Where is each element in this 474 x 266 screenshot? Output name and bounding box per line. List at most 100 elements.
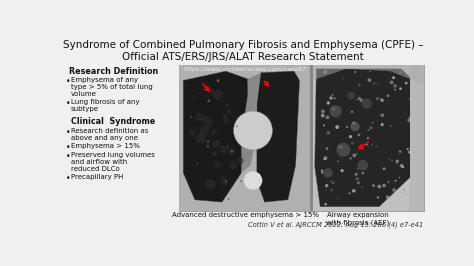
Circle shape [417, 104, 419, 106]
Circle shape [392, 76, 395, 79]
Circle shape [213, 151, 217, 155]
Circle shape [376, 97, 379, 100]
Text: •: • [66, 77, 71, 86]
Text: Syndrome of Combined Pulmonary Fibrosis and Emphysema (CPFE) –: Syndrome of Combined Pulmonary Fibrosis … [63, 40, 423, 50]
Circle shape [240, 180, 242, 182]
Circle shape [231, 150, 233, 152]
Circle shape [323, 70, 327, 74]
Circle shape [390, 125, 392, 127]
Circle shape [381, 123, 384, 126]
Circle shape [417, 104, 419, 107]
Circle shape [390, 81, 393, 84]
Circle shape [354, 71, 356, 73]
Text: Research definition as
above and any one: Research definition as above and any one [71, 128, 148, 141]
Circle shape [343, 78, 344, 79]
Bar [179, 65, 310, 211]
Circle shape [353, 155, 355, 156]
Circle shape [387, 181, 390, 184]
Circle shape [389, 159, 390, 160]
Circle shape [222, 146, 223, 147]
Circle shape [409, 117, 411, 119]
Circle shape [207, 99, 210, 102]
Circle shape [327, 101, 330, 105]
Circle shape [329, 96, 333, 100]
Circle shape [337, 198, 338, 199]
Circle shape [377, 185, 381, 188]
Bar [179, 65, 423, 211]
Circle shape [407, 119, 411, 122]
Circle shape [225, 180, 227, 182]
Circle shape [362, 172, 364, 174]
Circle shape [408, 151, 411, 154]
Circle shape [356, 153, 357, 155]
Circle shape [335, 126, 339, 129]
Text: Airway expansion
with fibrosis (AEF): Airway expansion with fibrosis (AEF) [326, 212, 389, 226]
Circle shape [403, 189, 405, 190]
Circle shape [409, 76, 412, 78]
Text: •: • [66, 174, 71, 183]
Circle shape [217, 79, 220, 82]
Circle shape [372, 144, 373, 146]
Circle shape [214, 161, 220, 168]
Circle shape [326, 147, 328, 150]
Circle shape [395, 180, 397, 182]
Circle shape [325, 184, 328, 187]
Circle shape [234, 111, 273, 150]
Text: Cottin V et al. AJRCCM 2022; Aug 15: 206 (4) e7-e41: Cottin V et al. AJRCCM 2022; Aug 15: 206… [248, 222, 423, 228]
Circle shape [324, 158, 326, 160]
Circle shape [391, 72, 392, 73]
Polygon shape [183, 71, 251, 202]
Circle shape [367, 129, 369, 131]
Circle shape [396, 162, 397, 164]
Circle shape [359, 98, 363, 102]
Text: •: • [66, 128, 71, 137]
Circle shape [410, 193, 412, 194]
Circle shape [413, 103, 414, 104]
Text: Research Definition: Research Definition [69, 66, 158, 76]
Circle shape [381, 114, 384, 117]
Polygon shape [312, 65, 423, 84]
Circle shape [228, 148, 236, 155]
Circle shape [353, 154, 356, 157]
Circle shape [207, 145, 209, 147]
Bar [310, 65, 313, 211]
Circle shape [360, 75, 361, 76]
Circle shape [347, 92, 355, 100]
Circle shape [244, 171, 262, 190]
Circle shape [375, 146, 377, 147]
Circle shape [405, 82, 408, 85]
Circle shape [346, 126, 348, 128]
Circle shape [226, 109, 231, 114]
Circle shape [409, 98, 411, 100]
Bar [312, 65, 423, 211]
Text: Preserved lung volumes
and airflow with
reduced DLCo: Preserved lung volumes and airflow with … [71, 152, 155, 172]
Circle shape [323, 124, 325, 126]
Circle shape [361, 98, 372, 109]
Circle shape [367, 78, 371, 82]
Circle shape [407, 148, 409, 150]
Circle shape [357, 168, 358, 169]
Circle shape [372, 184, 375, 187]
Circle shape [202, 115, 209, 121]
Text: https://www.ctchestreview.com/case67: https://www.ctchestreview.com/case67 [184, 67, 307, 72]
Circle shape [332, 107, 335, 111]
Circle shape [330, 189, 333, 192]
Circle shape [222, 176, 226, 180]
Circle shape [358, 97, 361, 100]
Circle shape [219, 146, 228, 154]
Circle shape [369, 71, 371, 72]
Text: Advanced destructive emphysema > 15%: Advanced destructive emphysema > 15% [172, 212, 319, 218]
Circle shape [351, 111, 353, 113]
Circle shape [223, 117, 229, 123]
Circle shape [197, 163, 198, 164]
Text: Lung fibrosis of any
subtype: Lung fibrosis of any subtype [71, 99, 139, 112]
Polygon shape [315, 69, 421, 207]
Text: Clinical  Syndrome: Clinical Syndrome [72, 117, 155, 126]
Circle shape [211, 129, 217, 135]
Circle shape [327, 131, 330, 135]
Circle shape [417, 133, 418, 134]
Circle shape [357, 160, 368, 171]
Circle shape [396, 160, 399, 163]
Circle shape [399, 87, 402, 90]
Text: •: • [66, 152, 71, 161]
